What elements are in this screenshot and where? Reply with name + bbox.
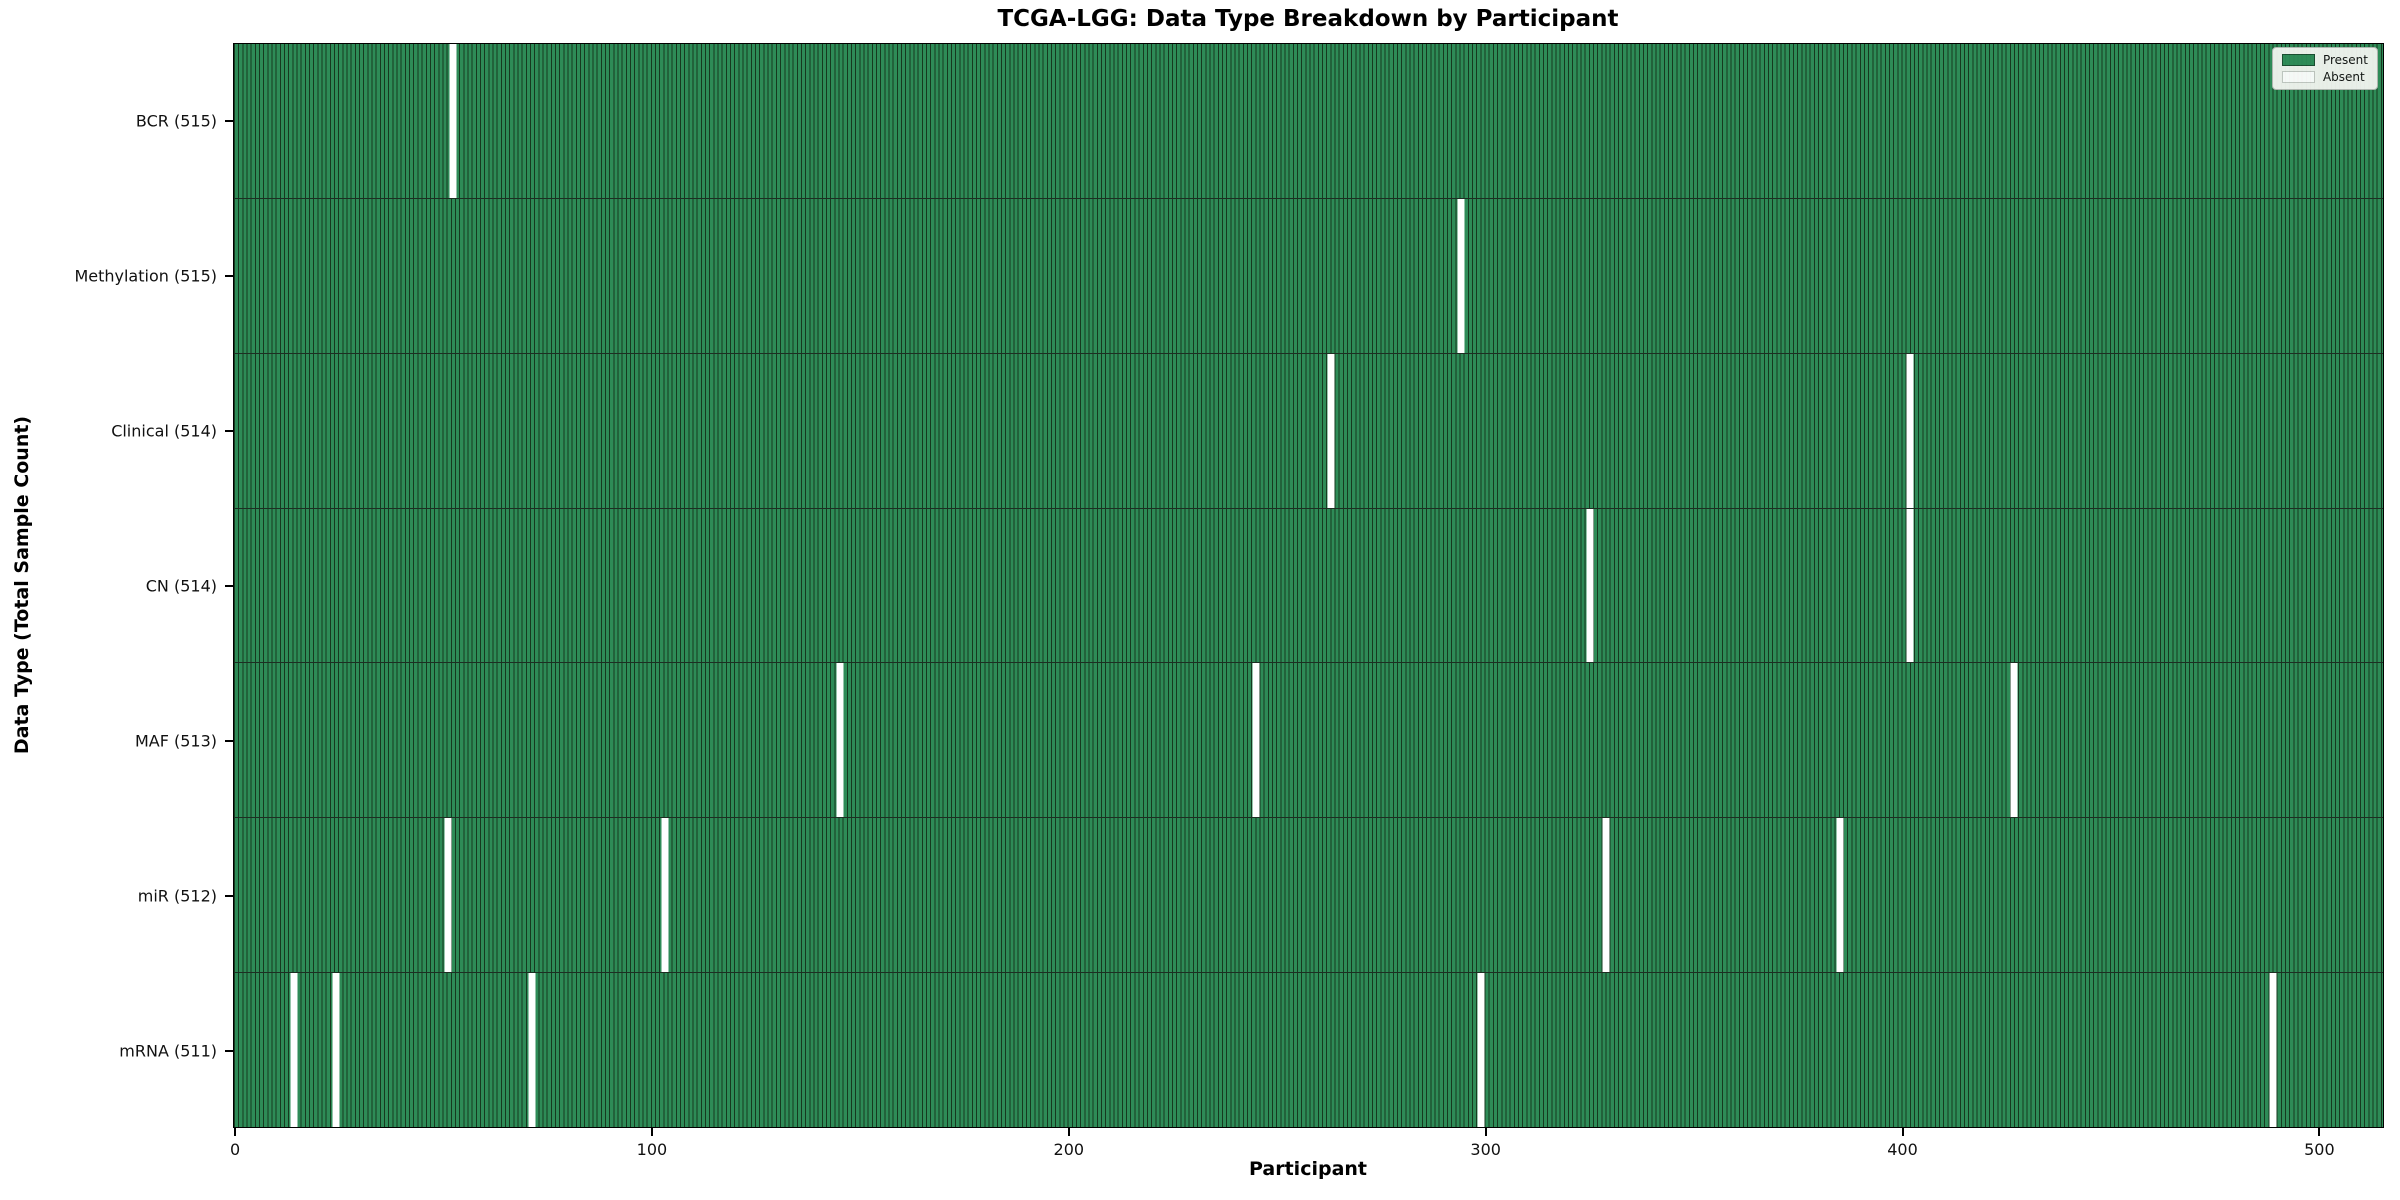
data-row-MAF xyxy=(234,662,2383,818)
x-tick xyxy=(2318,1127,2321,1136)
legend: Present Absent xyxy=(2271,47,2378,90)
absent-gap xyxy=(1906,508,1914,663)
x-tick xyxy=(650,1127,653,1136)
data-row-Methylation xyxy=(234,197,2383,353)
y-tick xyxy=(225,739,234,742)
absent-gap xyxy=(1327,353,1335,508)
y-tick-label: mRNA (511) xyxy=(119,1041,217,1060)
absent-gap xyxy=(1602,818,1610,973)
y-tick-label: Clinical (514) xyxy=(111,421,217,440)
y-tick-label: miR (512) xyxy=(137,886,217,905)
data-row-mRNA xyxy=(234,972,2383,1128)
y-tick-label: CN (514) xyxy=(145,576,217,595)
legend-entry-absent: Absent xyxy=(2281,70,2368,84)
absent-gap xyxy=(836,663,844,818)
legend-entry-present: Present xyxy=(2281,53,2368,67)
y-tick xyxy=(225,429,234,432)
y-tick xyxy=(225,894,234,897)
data-row-miR xyxy=(234,817,2383,973)
x-tick xyxy=(1901,1127,1904,1136)
y-tick-label: BCR (515) xyxy=(135,111,217,130)
data-row-BCR xyxy=(234,44,2383,198)
legend-label: Absent xyxy=(2322,70,2365,84)
x-axis-label: Participant xyxy=(1248,1158,1368,1180)
x-tick-label: 200 xyxy=(1053,1140,1085,1159)
absent-gap xyxy=(1836,818,1843,973)
x-tick xyxy=(234,1127,237,1136)
x-tick xyxy=(1484,1127,1487,1136)
absent-gap xyxy=(2269,973,2277,1128)
y-tick xyxy=(225,1049,234,1052)
absent-gap xyxy=(528,973,536,1128)
absent-gap xyxy=(444,818,452,973)
data-row-Clinical xyxy=(234,352,2383,508)
absent-gap xyxy=(1477,973,1485,1128)
x-tick-label: 100 xyxy=(636,1140,668,1159)
x-tick xyxy=(1067,1127,1070,1136)
absent-gap xyxy=(290,973,298,1128)
y-tick-label: Methylation (515) xyxy=(74,266,217,285)
x-tick-label: 0 xyxy=(229,1140,241,1159)
x-axis: 0 100 200 300 400 500 xyxy=(229,1127,2384,1168)
absent-gap xyxy=(1586,508,1594,663)
y-axis: BCR (515) Methylation (515) Clinical (514)… xyxy=(0,43,234,1128)
y-tick xyxy=(225,584,234,587)
absent-gap xyxy=(661,818,669,973)
plot-area: Present Absent xyxy=(233,43,2384,1128)
absent-gap xyxy=(2010,663,2018,818)
x-tick-label: 400 xyxy=(1887,1140,1918,1159)
legend-label: Present xyxy=(2322,53,2368,67)
chart-title: TCGA-LGG: Data Type Breakdown by Partici… xyxy=(997,6,1619,32)
absent-swatch-icon xyxy=(2281,71,2315,83)
y-tick xyxy=(225,274,234,277)
y-tick xyxy=(225,119,234,122)
x-tick-label: 300 xyxy=(1470,1140,1501,1159)
absent-gap xyxy=(1252,663,1260,818)
absent-gap xyxy=(332,973,340,1128)
y-tick-label: MAF (513) xyxy=(134,731,217,750)
absent-gap xyxy=(1906,353,1914,508)
data-row-CN xyxy=(234,507,2383,663)
absent-gap xyxy=(449,44,457,198)
rows-container xyxy=(234,44,2383,1128)
present-swatch-icon xyxy=(2281,54,2315,66)
x-tick-label: 500 xyxy=(2304,1140,2335,1159)
absent-gap xyxy=(1457,198,1464,353)
